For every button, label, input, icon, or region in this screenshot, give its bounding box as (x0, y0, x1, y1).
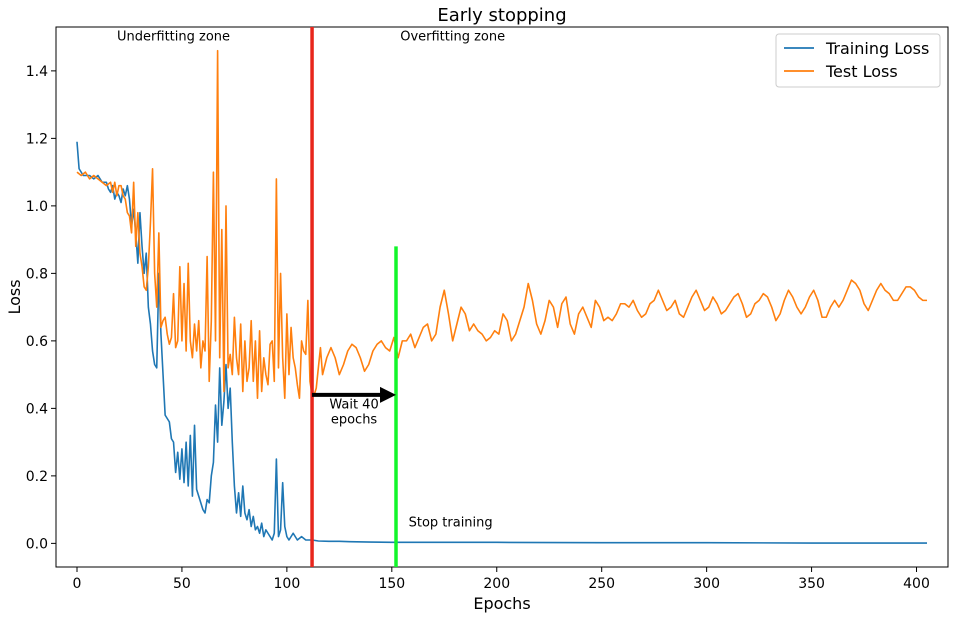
x-tick-label: 400 (903, 576, 930, 592)
y-tick-label: 0.6 (26, 334, 48, 350)
training-loss-line (76, 141, 928, 544)
x-axis-label: Epochs (473, 594, 530, 613)
x-tick-label: 0 (73, 576, 82, 592)
x-tick-label: 200 (483, 576, 510, 592)
annotation-stop-training: Stop training (409, 516, 493, 531)
chart-title: Early stopping (437, 5, 566, 26)
x-tick-label: 350 (798, 576, 825, 592)
y-tick-label: 1.0 (26, 199, 48, 215)
annotation-underfitting-zone: Underfitting zone (117, 30, 230, 45)
legend-box (775, 33, 941, 88)
x-tick-label: 150 (378, 576, 405, 592)
y-axis-label: Loss (5, 279, 24, 314)
y-tick-label: 1.2 (26, 131, 48, 147)
x-tick-label: 50 (173, 576, 191, 592)
y-tick-label: 0.8 (26, 266, 48, 282)
y-tick-label: 0.4 (26, 401, 48, 417)
legend-label: Test Loss (825, 62, 898, 81)
x-tick-label: 250 (588, 576, 615, 592)
y-tick-label: 0.2 (26, 469, 48, 485)
annotation-epochs: epochs (331, 413, 378, 428)
axes-frame (55, 26, 949, 568)
plot-area: 0 50 100 150 200 250 300 350 400 0.0 0.2 0.4 0.6 0.8 1… (26, 26, 949, 592)
x-tick-label: 100 (274, 576, 301, 592)
y-tick-label: 0.0 (26, 536, 48, 552)
y-tick-label: 1.4 (26, 64, 48, 80)
legend-label: Training Loss (825, 39, 929, 58)
x-tick-label: 300 (693, 576, 720, 592)
annotation-overfitting-zone: Overfitting zone (400, 30, 505, 45)
series-group (76, 27, 928, 567)
wait-arrow-head (380, 386, 397, 403)
annotation-wait-40: Wait 40 (329, 397, 378, 412)
legend: Training Loss Test Loss (775, 33, 941, 88)
